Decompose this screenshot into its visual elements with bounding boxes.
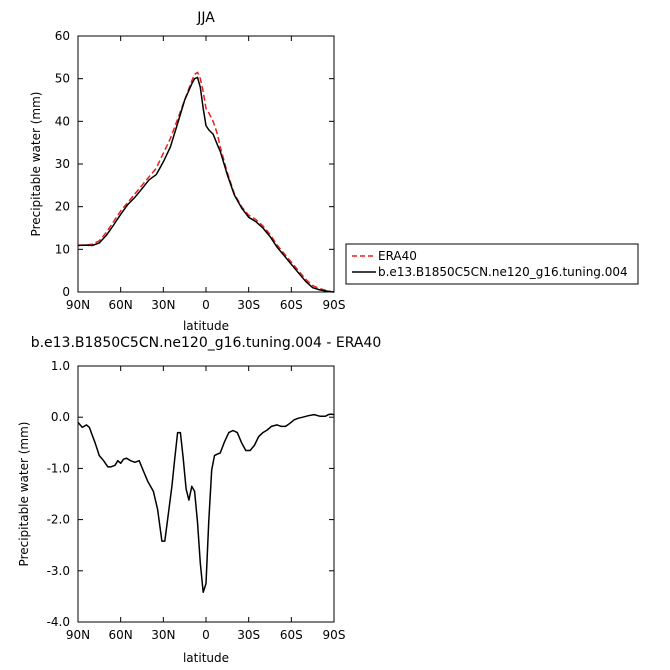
- top-y-tick-label: 40: [55, 114, 70, 128]
- top-x-tick-label: 90S: [323, 298, 346, 312]
- top-panel: JJA 0 10 20 30 40 50 60 90N 60N 30N 0 30S 60S 90S Pr…: [29, 10, 639, 333]
- bottom-y-tick-label: 0.0: [51, 410, 70, 424]
- bottom-x-tick-label: 0: [202, 628, 210, 642]
- bottom-x-tick-label: 90S: [323, 628, 346, 642]
- bottom-y-tick-label: -2.0: [47, 513, 70, 527]
- top-series-lines: [77, 71, 335, 293]
- bottom-series-line-0: [77, 413, 335, 594]
- bottom-x-axis-label: latitude: [183, 651, 229, 665]
- top-y-axis-label: Precipitable water (mm): [29, 92, 43, 237]
- top-series-line-1: [77, 76, 335, 293]
- top-x-axis-label: latitude: [183, 319, 229, 333]
- bottom-x-tick-label: 60S: [280, 628, 303, 642]
- top-x-tick-label: 60N: [109, 298, 133, 312]
- bottom-y-tick-label: -4.0: [47, 615, 70, 629]
- top-x-axis: 90N 60N 30N 0 30S 60S 90S: [66, 36, 346, 312]
- bottom-chart-title: b.e13.B1850C5CN.ne120_g16.tuning.004 - E…: [31, 335, 382, 351]
- bottom-x-tick-label: 60N: [109, 628, 133, 642]
- bottom-x-tick-label: 30S: [237, 628, 260, 642]
- top-y-tick-label: 10: [55, 242, 70, 256]
- bottom-x-tick-label: 30N: [151, 628, 175, 642]
- top-chart-title: JJA: [196, 10, 215, 26]
- top-plot-frame: [77, 35, 335, 293]
- top-x-tick-label: 30S: [237, 298, 260, 312]
- top-y-axis: 0 10 20 30 40 50 60: [55, 29, 334, 299]
- bottom-series-lines: [77, 413, 335, 594]
- top-y-tick-label: 20: [55, 200, 70, 214]
- bottom-y-tick-label: 1.0: [51, 359, 70, 373]
- top-x-tick-label: 90N: [66, 298, 90, 312]
- top-y-tick-label: 30: [55, 157, 70, 171]
- bottom-y-axis-label: Precipitable water (mm): [17, 422, 31, 567]
- bottom-y-tick-label: -3.0: [47, 564, 70, 578]
- legend: ERA40 b.e13.B1850C5CN.ne120_g16.tuning.0…: [345, 243, 639, 285]
- top-y-tick-label: 60: [55, 29, 70, 43]
- bottom-panel: b.e13.B1850C5CN.ne120_g16.tuning.004 - E…: [17, 335, 381, 665]
- bottom-x-axis: 90N 60N 30N 0 30S 60S 90S: [66, 366, 346, 642]
- legend-label-model: b.e13.B1850C5CN.ne120_g16.tuning.004: [378, 265, 628, 279]
- top-y-tick-label: 0: [62, 285, 70, 299]
- legend-label-era40: ERA40: [378, 249, 417, 263]
- top-y-tick-label: 50: [55, 72, 70, 86]
- top-x-tick-label: 60S: [280, 298, 303, 312]
- bottom-y-axis: 1.0 0.0 -1.0 -2.0 -3.0 -4.0: [47, 359, 334, 629]
- top-series-line-0: [78, 71, 335, 293]
- bottom-x-tick-label: 90N: [66, 628, 90, 642]
- top-x-tick-label: 0: [202, 298, 210, 312]
- legend-box: [345, 243, 639, 285]
- top-x-tick-label: 30N: [151, 298, 175, 312]
- bottom-y-tick-label: -1.0: [47, 461, 70, 475]
